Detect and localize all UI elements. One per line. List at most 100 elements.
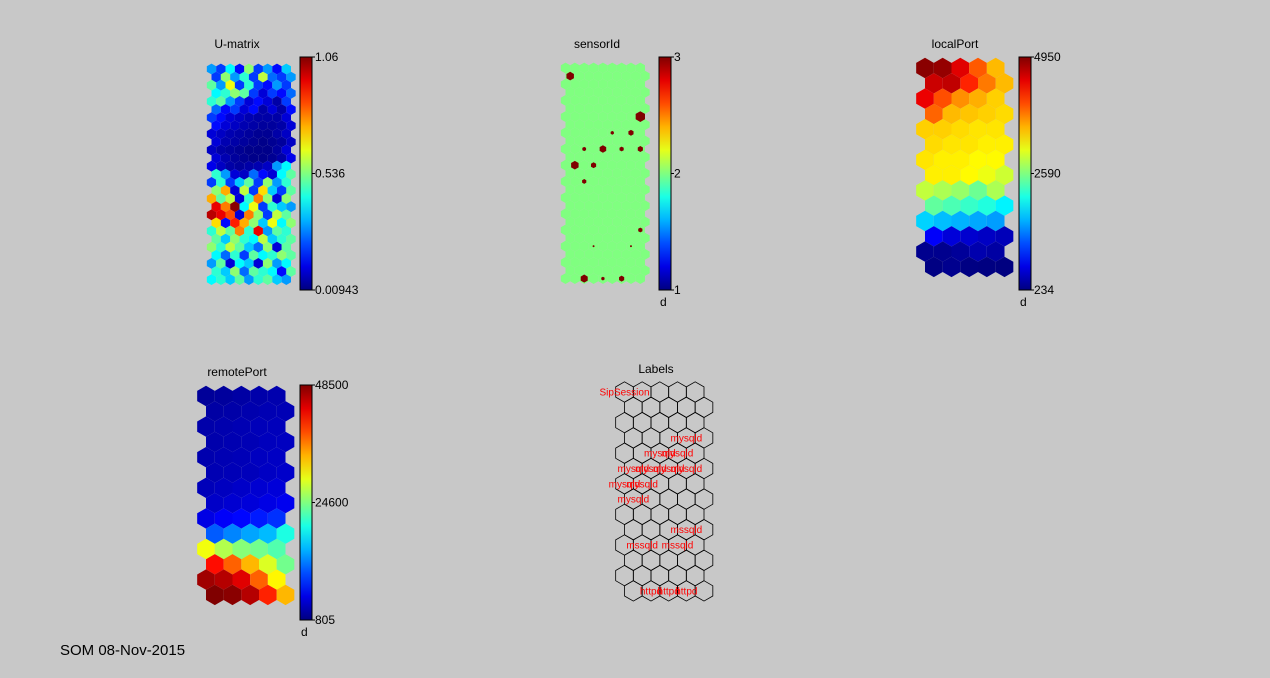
- som-unit-hexagon: [951, 241, 970, 262]
- som-unit-hexagon: [225, 177, 235, 188]
- som-unit-hexagon: [262, 112, 273, 123]
- som-unit-hexagon: [211, 87, 221, 99]
- som-unit-hexagon: [588, 176, 599, 187]
- som-unit-hexagon: [584, 167, 594, 179]
- som-unit-outline: [624, 549, 643, 571]
- som-unit-hexagon: [560, 127, 571, 139]
- som-unit-hexagon: [248, 152, 259, 164]
- som-unit-hexagon: [593, 151, 603, 163]
- som-unit-hexagon: [281, 79, 291, 91]
- som-unit-hexagon: [234, 241, 245, 253]
- unit-label: mysqld: [609, 479, 641, 490]
- som-unit-hexagon: [588, 224, 599, 236]
- som-unit-hexagon: [206, 431, 224, 453]
- som-unit-hexagon: [206, 225, 217, 237]
- som-unit-hexagon: [230, 249, 240, 261]
- som-unit-hexagon: [248, 87, 259, 99]
- som-unit-hexagon: [232, 508, 251, 529]
- som-unit-hexagon: [267, 120, 277, 132]
- som-unit-hexagon: [206, 523, 224, 544]
- som-unit-hexagon: [276, 87, 287, 99]
- som-unit-hexagon: [272, 209, 282, 221]
- som-unit-hexagon: [230, 136, 240, 148]
- som-unit-hexagon: [570, 257, 580, 268]
- som-unit-hexagon: [584, 248, 594, 260]
- som-unit-hexagon: [925, 103, 943, 125]
- som-unit-hexagon: [272, 112, 282, 123]
- som-unit-hexagon: [560, 208, 571, 220]
- som-unit-hexagon: [635, 95, 645, 106]
- som-unit-hexagon: [626, 95, 636, 106]
- som-unit-hexagon: [925, 134, 943, 155]
- som-unit-hexagon: [286, 152, 296, 164]
- colorbar-tick-label: 24600: [315, 496, 349, 510]
- som-unit-hexagon: [241, 523, 259, 544]
- som-unit-hexagon: [579, 111, 589, 122]
- som-unit-hexagon: [621, 86, 631, 98]
- som-unit-hexagon: [588, 127, 599, 139]
- som-unit-hexagon: [635, 62, 645, 74]
- som-unit-outline: [641, 519, 661, 541]
- som-unit-hexagon: [607, 224, 617, 236]
- som-unit-hexagon: [258, 168, 268, 180]
- som-unit-outline: [650, 381, 670, 403]
- som-unit-hexagon: [258, 136, 268, 148]
- som-unit-hexagon: [986, 149, 1005, 170]
- som-unit-hexagon: [216, 79, 226, 91]
- som-unit-hexagon: [621, 200, 631, 212]
- som-unit-hexagon: [565, 216, 575, 228]
- som-unit-hexagon: [616, 95, 627, 106]
- som-unit-hexagon: [598, 240, 608, 252]
- som-unit-hexagon: [211, 201, 221, 213]
- som-unit-hexagon: [640, 232, 650, 244]
- som-unit-outline: [677, 396, 696, 418]
- som-unit-hexagon: [267, 201, 277, 213]
- som-unit-hexagon: [220, 217, 231, 229]
- som-unit-hexagon: [626, 208, 636, 220]
- som-unit-hexagon: [560, 78, 571, 90]
- som-unit-hexagon: [593, 119, 603, 131]
- som-unit-hexagon: [640, 216, 650, 228]
- som-unit-hexagon: [267, 249, 277, 261]
- som-unit-hexagon: [635, 78, 645, 90]
- som-unit-hexagon: [206, 258, 217, 269]
- unit-label: mysqld: [617, 495, 649, 506]
- som-unit-hexagon: [262, 209, 273, 221]
- som-unit-hexagon: [241, 492, 259, 514]
- som-unit-hexagon: [216, 160, 226, 172]
- som-unit-hexagon: [225, 128, 235, 140]
- hit-marker-hexagon: [601, 276, 605, 281]
- som-unit-hexagon: [626, 176, 636, 187]
- som-unit-hexagon: [565, 200, 575, 212]
- som-unit-hexagon: [593, 248, 603, 260]
- som-unit-outline: [694, 488, 714, 510]
- som-unit-hexagon: [214, 569, 233, 590]
- som-unit-hexagon: [197, 477, 215, 498]
- som-unit-hexagon: [276, 168, 287, 180]
- som-unit-hexagon: [630, 216, 641, 228]
- som-unit-outline: [641, 427, 661, 449]
- som-unit-hexagon: [579, 78, 589, 90]
- hit-marker-hexagon: [619, 275, 625, 282]
- som-unit-hexagon: [197, 385, 215, 407]
- som-unit-hexagon: [241, 401, 259, 422]
- som-unit-hexagon: [206, 274, 217, 285]
- som-unit-hexagon: [630, 86, 641, 98]
- som-unit-hexagon: [267, 71, 277, 83]
- som-unit-hexagon: [276, 136, 287, 148]
- som-unit-outline: [694, 580, 714, 602]
- som-unit-hexagon: [616, 62, 627, 74]
- som-unit-hexagon: [206, 193, 217, 204]
- som-unit-hexagon: [206, 462, 224, 483]
- som-unit-hexagon: [211, 136, 221, 148]
- som-unit-hexagon: [244, 144, 254, 156]
- som-unit-hexagon: [598, 224, 608, 236]
- som-unit-hexagon: [216, 177, 226, 188]
- som-unit-hexagon: [267, 233, 277, 245]
- som-unit-outline: [668, 381, 687, 403]
- som-unit-hexagon: [276, 266, 287, 277]
- som-unit-hexagon: [267, 136, 277, 148]
- som-unit-hexagon: [206, 554, 224, 575]
- som-unit-hexagon: [969, 241, 987, 262]
- som-unit-hexagon: [565, 248, 575, 260]
